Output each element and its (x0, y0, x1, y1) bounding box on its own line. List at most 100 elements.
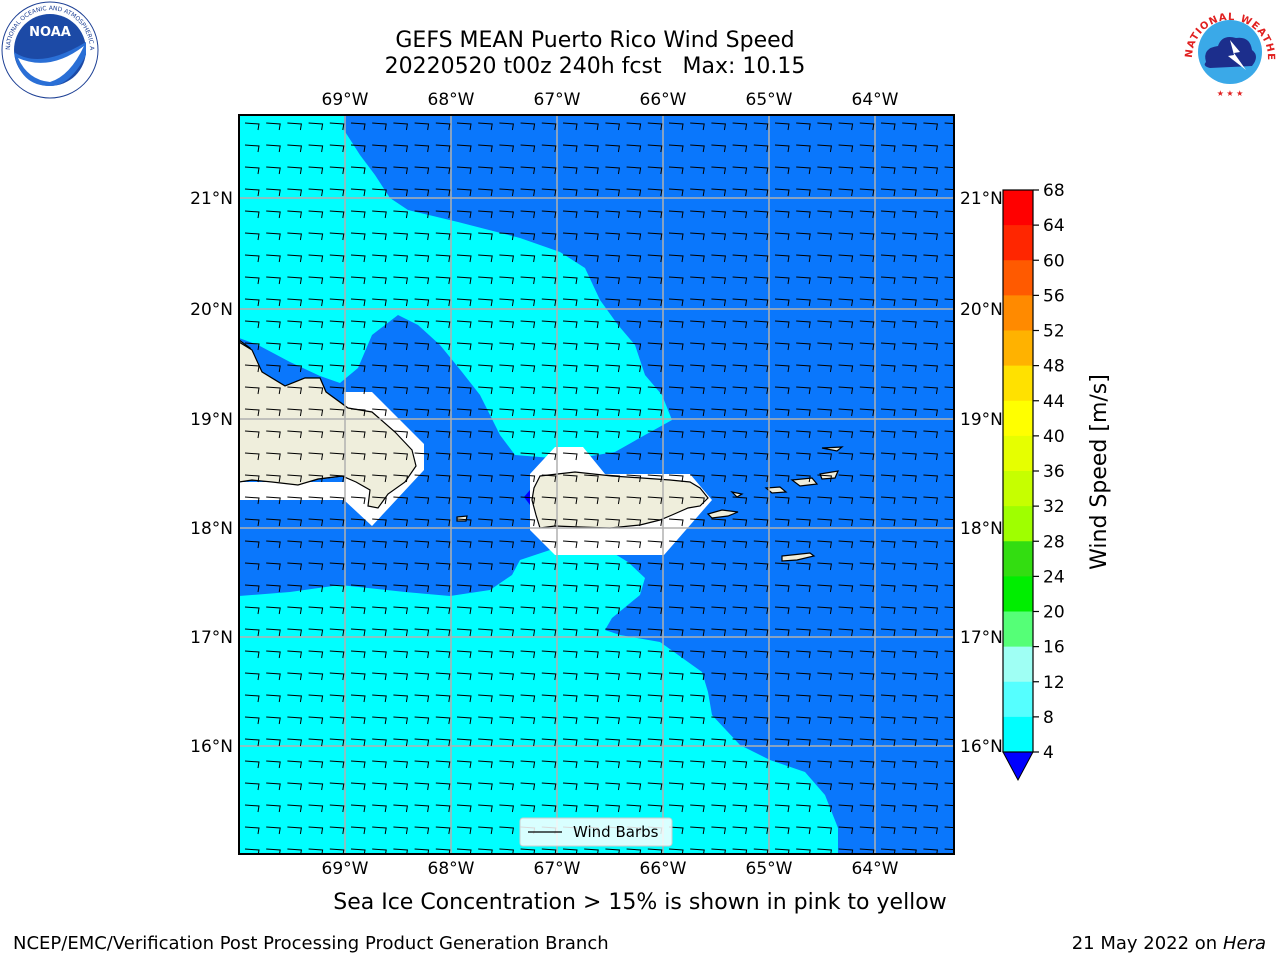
wind-barb (796, 760, 811, 769)
wind-barb (499, 364, 514, 373)
wind-barb (499, 122, 514, 131)
wind-barb (499, 848, 514, 854)
wind-barb (435, 716, 451, 725)
wind-barb (329, 760, 345, 769)
wind-barb (732, 826, 748, 835)
wind-barb (478, 518, 493, 527)
wind-barb (923, 738, 938, 747)
wind-barb (520, 584, 536, 593)
wind-barb (435, 364, 451, 373)
wind-barb (668, 408, 684, 417)
wind-barb (329, 166, 345, 175)
wind-barb (372, 430, 387, 439)
wind-barb (520, 562, 536, 571)
wind-barb (859, 650, 875, 659)
wind-barb (287, 628, 302, 637)
wind-barb (393, 804, 408, 813)
wind-barb (796, 496, 811, 505)
wind-barb (732, 584, 748, 593)
wind-barb (732, 606, 748, 615)
wind-barb (605, 606, 620, 615)
credit-host: Hera (1222, 933, 1266, 954)
map-plot (239, 115, 954, 854)
wind-barb (880, 782, 896, 791)
wind-barb (372, 298, 387, 307)
colorbar-segment (1003, 330, 1033, 367)
wind-barb (520, 188, 536, 197)
wind-barb (923, 606, 938, 615)
wind-barb (350, 628, 366, 637)
wind-barb (478, 760, 493, 769)
wind-barb (414, 474, 430, 483)
wind-barb (944, 298, 954, 301)
wind-barb (350, 584, 366, 593)
wind-barb (902, 254, 917, 263)
colorbar-segment (1003, 295, 1033, 331)
wind-barb (308, 760, 324, 769)
wind-barb (902, 496, 917, 505)
wind-barb (308, 144, 324, 153)
map-gridlines (239, 115, 954, 854)
wind-barb (562, 342, 578, 351)
wind-barb (308, 408, 324, 417)
wind-barb (902, 342, 917, 351)
wind-barb (266, 144, 281, 153)
wind-barb (435, 408, 451, 417)
wind-barb (774, 408, 790, 417)
wind-barb (562, 166, 578, 175)
wind-barb (562, 694, 578, 703)
wind-barb (266, 320, 281, 329)
mona-island (456, 515, 468, 522)
wind-barb (880, 320, 896, 329)
wind-barb (690, 782, 705, 791)
wind-barb (668, 606, 684, 615)
wind-barb (944, 716, 954, 719)
colorbar-tick-label: 36 (1043, 462, 1065, 482)
wind-barb (605, 584, 620, 593)
wind-barb (668, 804, 684, 813)
wind-barb (435, 804, 451, 813)
wind-barb (753, 650, 769, 659)
wind-barb (541, 606, 557, 615)
wind-barb (350, 210, 366, 219)
wind-barb (435, 518, 451, 527)
wind-barb (902, 232, 917, 241)
wind-barb (732, 232, 748, 241)
wind-barb (626, 254, 642, 263)
wind-barb (838, 144, 854, 153)
wind-barb (287, 848, 302, 854)
wind-barb (923, 320, 938, 329)
wind-barb (308, 210, 324, 219)
wind-barb (414, 562, 430, 571)
wind-barb (817, 320, 832, 329)
wind-barb (520, 122, 536, 131)
wind-barb (456, 122, 472, 131)
wind-barb (902, 320, 917, 329)
wind-barb (902, 804, 917, 813)
wind-barb (668, 210, 684, 219)
wind-barb (774, 342, 790, 351)
wind-barb (732, 364, 748, 373)
wind-barb (753, 430, 769, 439)
wind-barb (880, 804, 896, 813)
wind-barb (562, 606, 578, 615)
wind-barb (774, 628, 790, 637)
wind-barb (372, 474, 387, 483)
wind-barb (266, 518, 281, 527)
wind-barb (944, 210, 954, 213)
wind-barb (732, 408, 748, 417)
wind-barb (838, 430, 854, 439)
virgin-islands (764, 446, 844, 494)
wind-barb (562, 848, 578, 854)
wind-barb (732, 782, 748, 791)
wind-barb (774, 386, 790, 395)
wind-barb (287, 518, 302, 527)
wind-barb (414, 716, 430, 725)
wind-barb (753, 826, 769, 835)
wind-barb (902, 188, 917, 197)
colorbar-segment (1003, 260, 1033, 296)
wind-barb (372, 232, 387, 241)
wind-barb (774, 782, 790, 791)
wind-barb (880, 738, 896, 747)
